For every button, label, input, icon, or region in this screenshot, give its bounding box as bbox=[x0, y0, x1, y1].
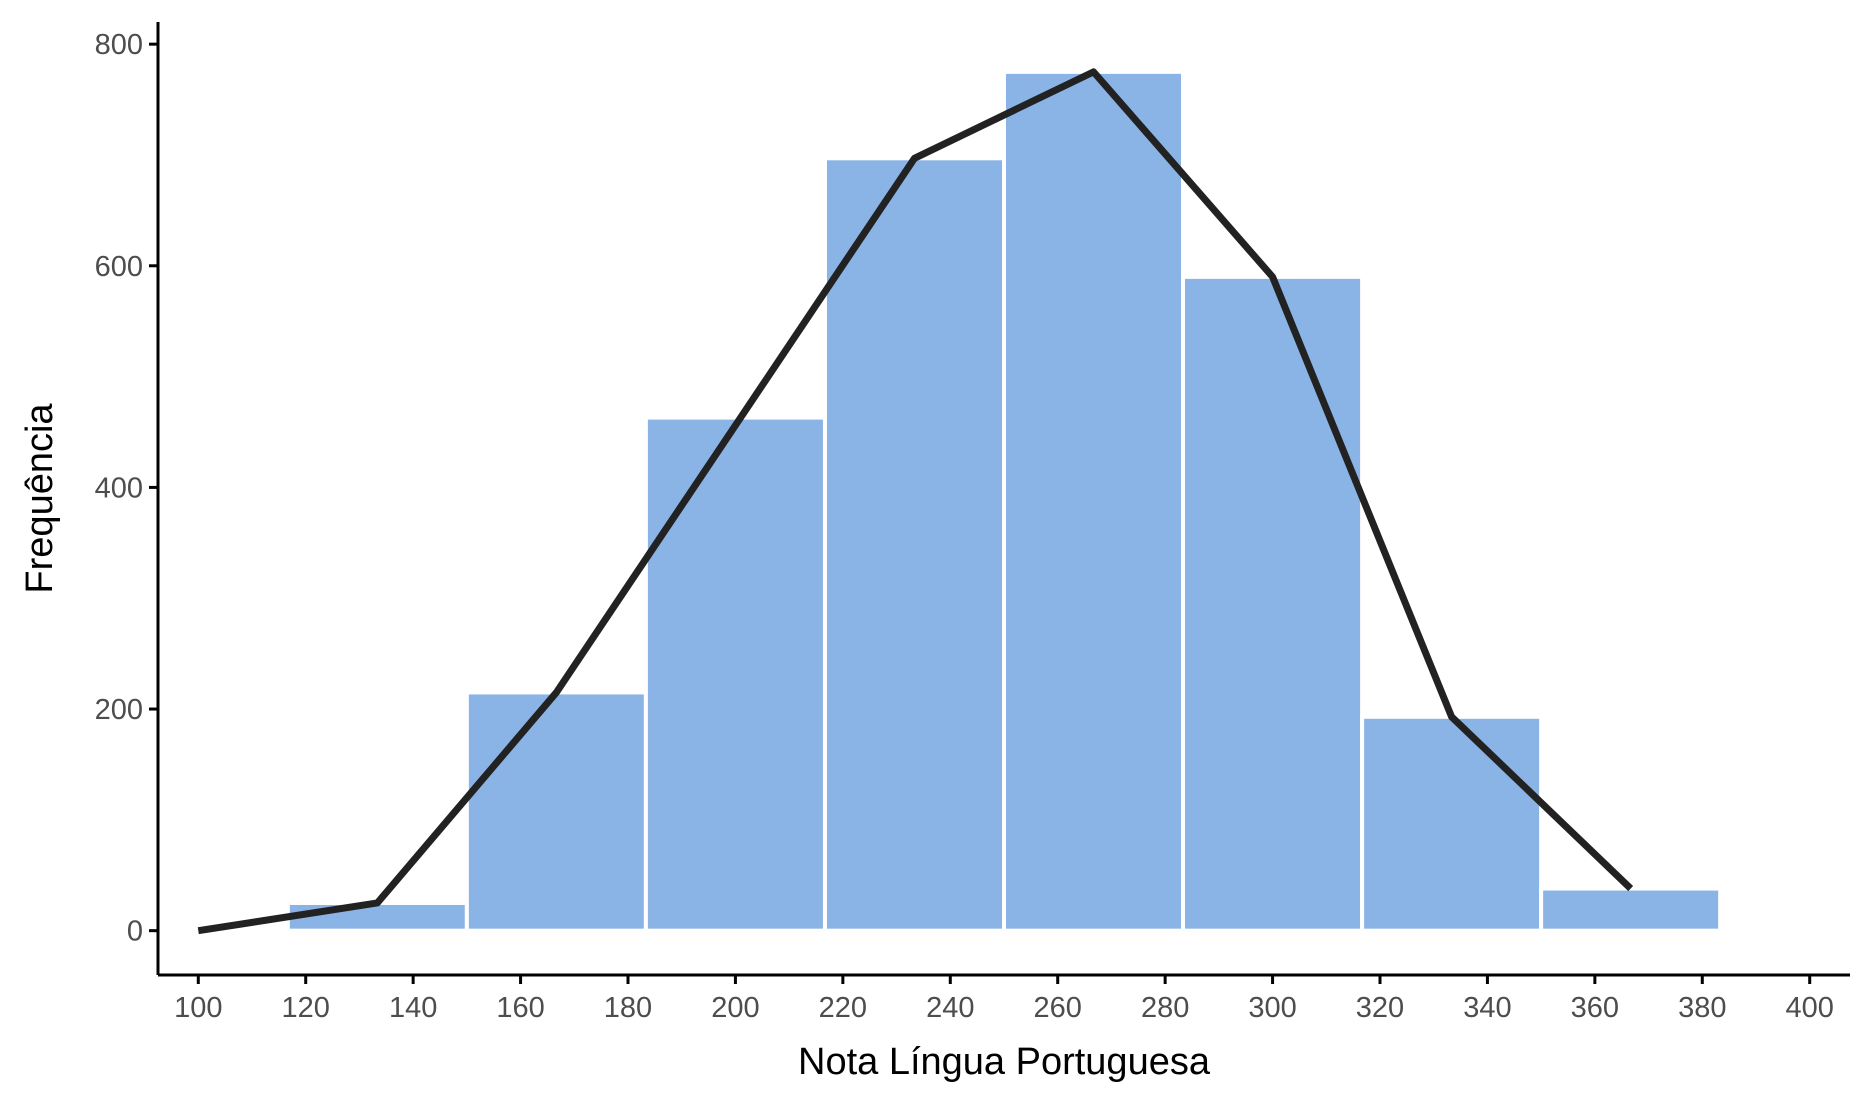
x-tick-label-100: 100 bbox=[174, 992, 222, 1024]
y-axis-title: Frequência bbox=[19, 403, 61, 594]
x-tick-label-380: 380 bbox=[1678, 992, 1726, 1024]
y-tick-label-800: 800 bbox=[95, 29, 143, 61]
histogram-bar-1 bbox=[285, 900, 469, 933]
x-tick-label-280: 280 bbox=[1141, 992, 1189, 1024]
x-tick-label-260: 260 bbox=[1034, 992, 1082, 1024]
histogram-bar-5 bbox=[1002, 69, 1186, 933]
histogram-bars bbox=[285, 69, 1723, 933]
x-tick-label-160: 160 bbox=[496, 992, 544, 1024]
x-tick-label-400: 400 bbox=[1786, 992, 1834, 1024]
y-tick-label-0: 0 bbox=[127, 916, 143, 948]
y-tick-label-400: 400 bbox=[95, 472, 143, 504]
histogram-bar-6 bbox=[1181, 274, 1365, 933]
frequency-polygon-layer bbox=[197, 68, 1634, 935]
x-tick-label-240: 240 bbox=[926, 992, 974, 1024]
x-tick-label-200: 200 bbox=[711, 992, 759, 1024]
histogram-bar-3 bbox=[643, 415, 827, 933]
histogram-bar-8 bbox=[1539, 886, 1723, 933]
x-tick-label-140: 140 bbox=[389, 992, 437, 1024]
histogram-bar-7 bbox=[1360, 714, 1544, 933]
histogram-bar-2 bbox=[464, 690, 648, 933]
y-tick-label-600: 600 bbox=[95, 251, 143, 283]
x-tick-label-340: 340 bbox=[1463, 992, 1511, 1024]
x-tick-label-120: 120 bbox=[282, 992, 330, 1024]
x-tick-label-220: 220 bbox=[819, 992, 867, 1024]
x-tick-label-180: 180 bbox=[604, 992, 652, 1024]
y-tick-label-200: 200 bbox=[95, 694, 143, 726]
x-tick-label-360: 360 bbox=[1571, 992, 1619, 1024]
x-tick-label-300: 300 bbox=[1248, 992, 1296, 1024]
axes: 0 200 400 600 800 100 120 140 160 180 200 220 240 260… bbox=[95, 22, 1850, 1024]
histogram-bar-4 bbox=[822, 156, 1006, 933]
x-tick-label-320: 320 bbox=[1356, 992, 1404, 1024]
x-axis-title: Nota Língua Portuguesa bbox=[798, 1041, 1211, 1083]
frequency-polygon-line bbox=[197, 68, 1634, 935]
